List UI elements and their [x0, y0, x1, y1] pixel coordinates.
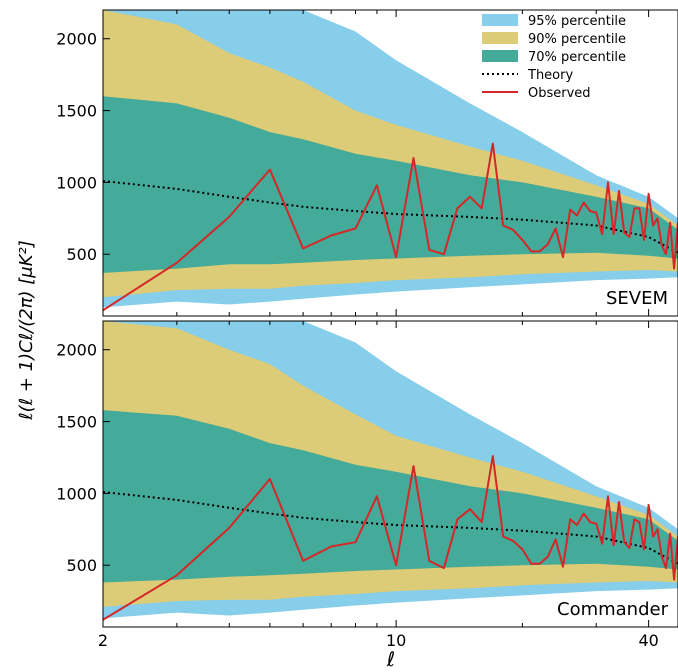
panel-label: SEVEM — [606, 288, 668, 309]
y-axis-label: ℓ(ℓ + 1)Cℓ/(2π) [μK²] — [16, 240, 37, 421]
legend-swatch — [482, 50, 518, 62]
legend-label: 95% percentile — [528, 14, 626, 29]
y-tick-label: 2000 — [56, 30, 97, 49]
legend-swatch — [482, 14, 518, 26]
sevem-panel: 500 1000 1500 2000 SEVEM — [56, 9, 678, 317]
plot-frame — [102, 9, 678, 317]
legend-swatch — [482, 32, 518, 44]
y-tick-label: 1000 — [56, 484, 97, 503]
y-tick-label: 500 — [66, 245, 97, 264]
plot-frame — [102, 320, 678, 628]
observed-line — [103, 142, 678, 312]
observed-line — [103, 455, 678, 621]
x-tick-label: 40 — [638, 631, 658, 650]
x-tick-label: 10 — [386, 631, 406, 650]
legend-label: Theory — [527, 68, 573, 83]
x-tick-label: 2 — [98, 631, 108, 650]
band-70-percentile — [103, 96, 678, 273]
x-axis-ticks: 2 10 40 — [98, 631, 659, 650]
commander-panel: 500 1000 1500 2000 Commander — [56, 320, 678, 628]
y-tick-label: 1000 — [56, 173, 97, 192]
legend: 95% percentile 90% percentile 70% percenti… — [482, 14, 626, 101]
x-axis-label: ℓ — [386, 647, 395, 671]
legend-label: Observed — [528, 86, 591, 101]
band-70-percentile — [103, 410, 678, 583]
y-tick-label: 1500 — [56, 413, 97, 432]
legend-label: 90% percentile — [528, 32, 626, 47]
y-tick-label: 500 — [66, 556, 97, 575]
panel-label: Commander — [557, 599, 669, 620]
y-tick-label: 1500 — [56, 102, 97, 121]
legend-label: 70% percentile — [528, 50, 626, 65]
y-tick-label: 2000 — [56, 341, 97, 360]
